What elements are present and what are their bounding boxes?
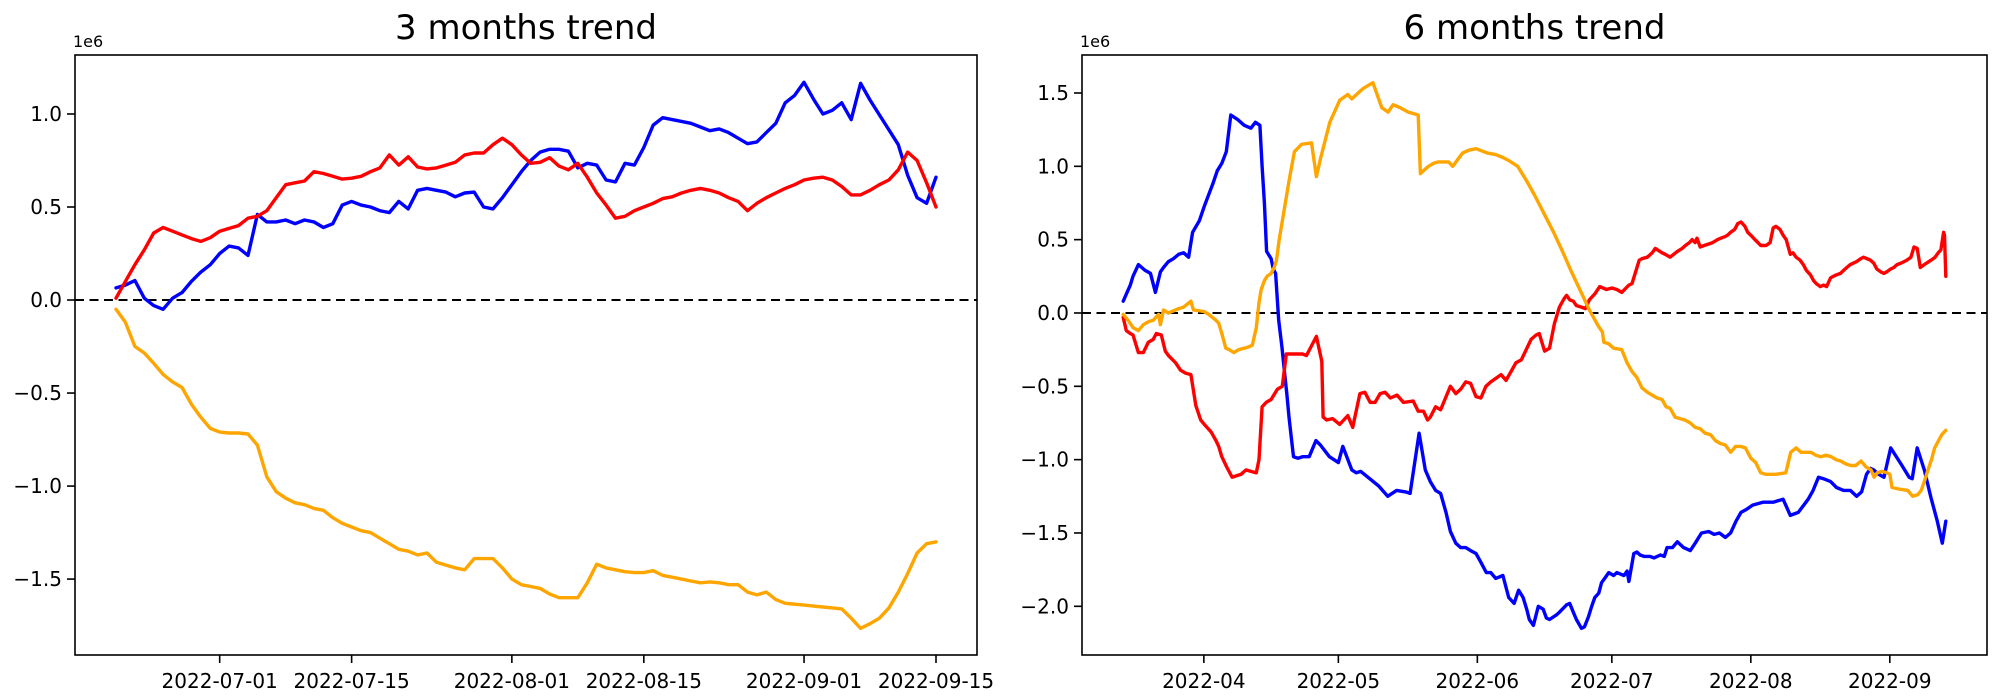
x-tick-label: 2022-09-15 — [878, 669, 994, 693]
x-tick-label: 2022-09-01 — [746, 669, 862, 693]
chart-6-months-trend: 6 months trend 1.5 1.0 0.5 0.0 −0.5 −1.0 −1.5 −… — [1000, 0, 2000, 700]
series-line-blue — [1121, 113, 1948, 630]
y-tick-label: 1.5 — [1037, 81, 1069, 105]
x-tick-label: 2022-06 — [1436, 669, 1520, 693]
x-tick-label: 2022-07-01 — [162, 669, 278, 693]
x-tick-label: 2022-08 — [1709, 669, 1793, 693]
x-axis: 2022-07-01 2022-07-15 2022-08-01 2022-08-15… — [162, 655, 994, 693]
y-tick-label: −0.5 — [1020, 374, 1069, 398]
x-tick-label: 2022-05 — [1297, 669, 1381, 693]
chart-3-months-trend: 3 months trend 1.0 0.5 0.0 −0.5 −1.0 −1.5 2022… — [13, 8, 994, 693]
y-axis: 1.0 0.5 0.0 −0.5 −1.0 −1.5 — [13, 102, 75, 591]
y-tick-label: −1.5 — [1020, 521, 1069, 545]
series-line-red — [1121, 220, 1948, 479]
y-tick-label: 0.0 — [30, 288, 62, 312]
chart-title-3-months: 3 months trend — [395, 8, 657, 48]
y-tick-label: −1.5 — [13, 567, 62, 591]
chart-title-6-months: 6 months trend — [1403, 8, 1666, 48]
series-line-orange — [1121, 80, 1948, 498]
y-tick-label: 0.0 — [1037, 301, 1069, 325]
y-axis: 1.5 1.0 0.5 0.0 −0.5 −1.0 −1.5 −2.0 — [1020, 81, 1082, 618]
series-line-blue — [114, 80, 938, 311]
y-tick-label: −1.0 — [1020, 448, 1069, 472]
y-tick-label: −0.5 — [13, 381, 62, 405]
x-tick-label: 2022-09 — [1848, 669, 1932, 693]
plot-border — [74, 54, 978, 656]
chart-canvas-0: 1.0 0.5 0.0 −0.5 −1.0 −1.5 2022-07-01 2022-07-1… — [13, 32, 994, 693]
y-tick-label: −1.0 — [13, 474, 62, 498]
x-tick-label: 2022-04 — [1162, 669, 1246, 693]
x-tick-label: 2022-07-15 — [294, 669, 410, 693]
y-tick-label: 0.5 — [30, 195, 62, 219]
plot-border — [1081, 54, 1988, 656]
y-axis-offset-label: 1e6 — [1080, 32, 1110, 51]
y-tick-label: 1.0 — [30, 102, 62, 126]
x-axis: 2022-04 2022-05 2022-06 2022-07 2022-08 2022-… — [1162, 655, 1932, 693]
y-tick-label: −2.0 — [1020, 594, 1069, 618]
series-line-red — [114, 136, 938, 300]
y-tick-label: 0.5 — [1037, 228, 1069, 252]
y-tick-label: 1.0 — [1037, 154, 1069, 178]
x-tick-label: 2022-08-01 — [454, 669, 570, 693]
series-line-orange — [114, 307, 938, 631]
x-tick-label: 2022-08-15 — [586, 669, 702, 693]
y-axis-offset-label: 1e6 — [73, 32, 103, 51]
x-tick-label: 2022-07 — [1570, 669, 1654, 693]
